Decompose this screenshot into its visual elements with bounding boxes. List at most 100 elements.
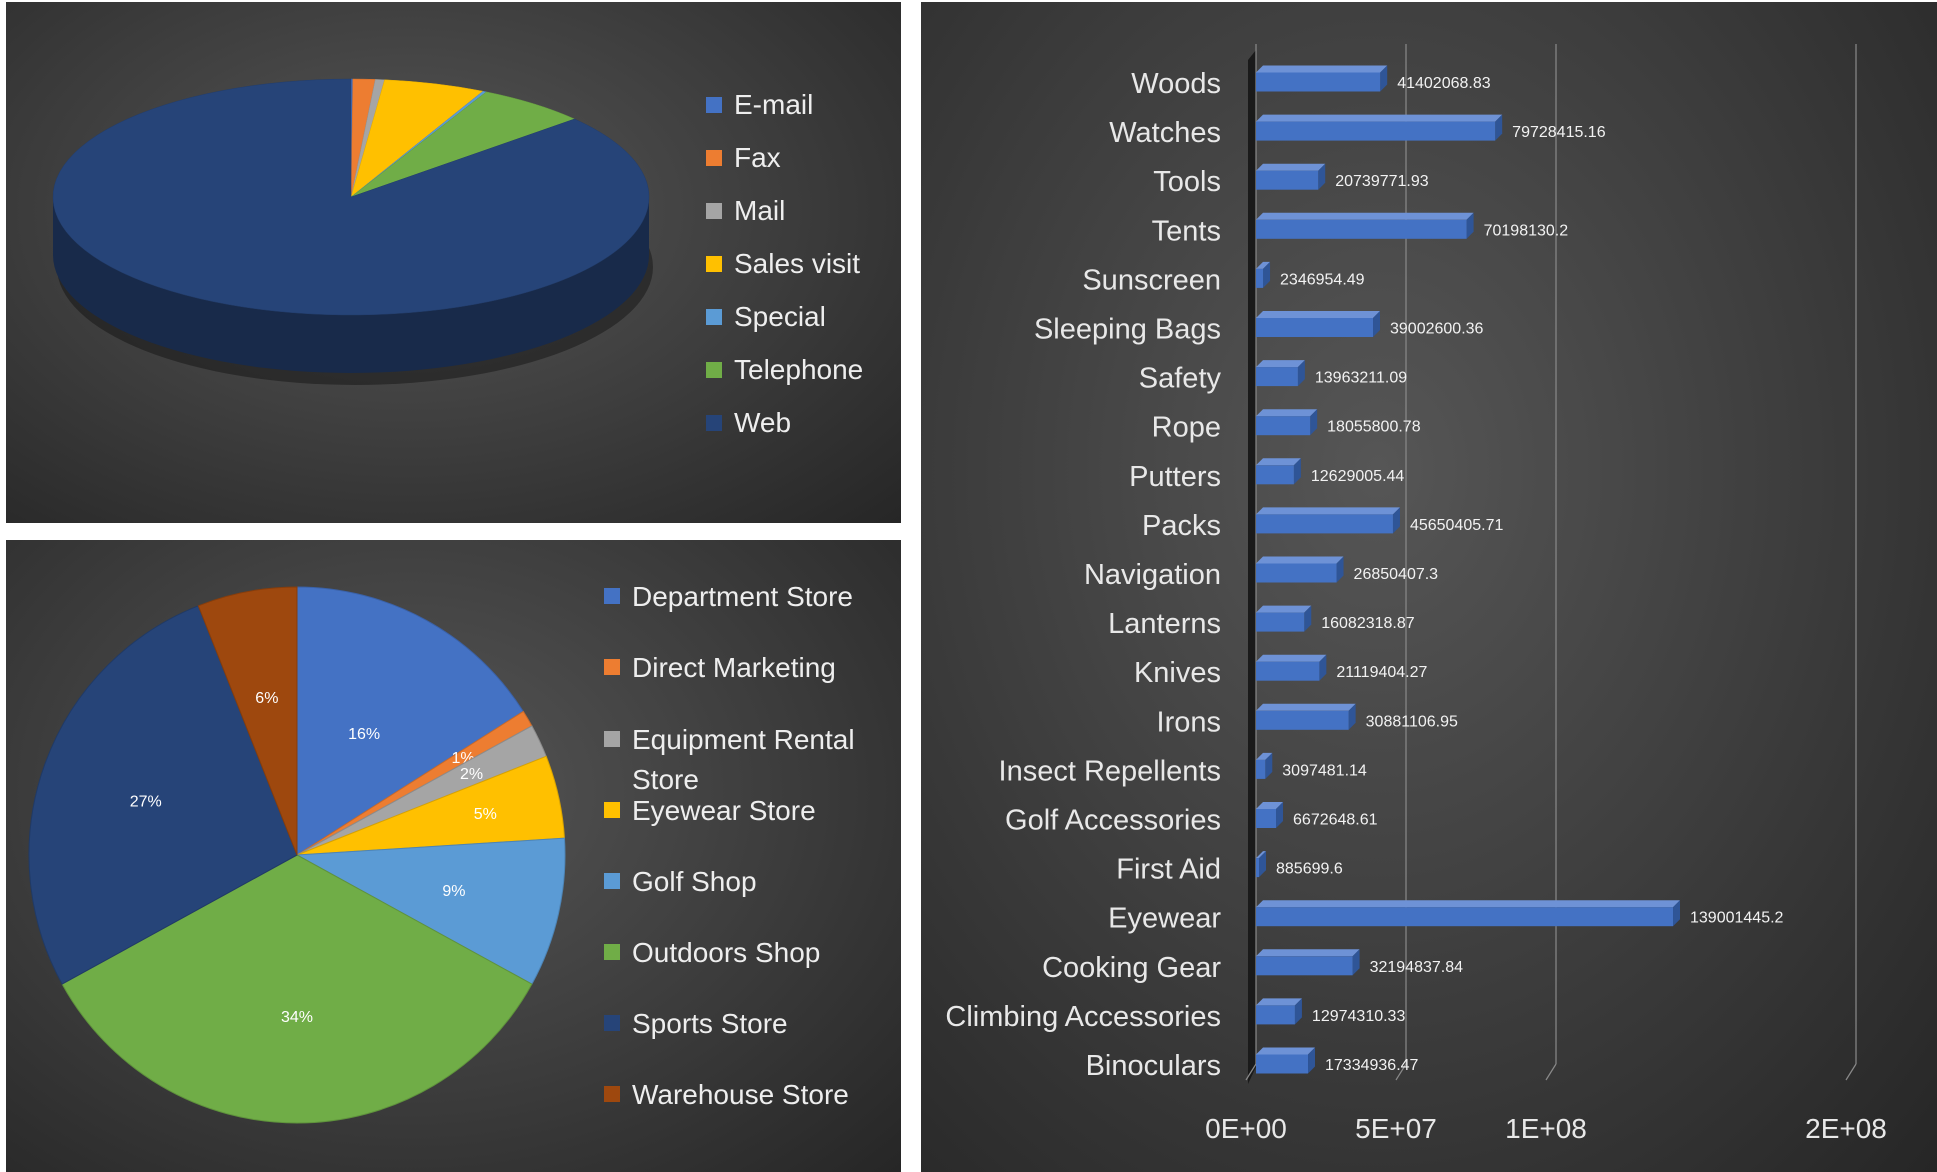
category-label-insect-repellents: Insect Repellents xyxy=(999,755,1221,787)
bar-binoculars xyxy=(1256,1054,1309,1074)
axis-wall xyxy=(1248,50,1256,1084)
bar-side-insect-repellents xyxy=(1265,752,1273,779)
data-label-knives: 21119404.27 xyxy=(1336,664,1427,681)
bar-sunscreen xyxy=(1256,268,1264,288)
legend-label-equipment-rental-store-line-2: Store xyxy=(632,764,699,795)
bar-side-climbing-accessories xyxy=(1294,998,1302,1025)
gridline-foot-3 xyxy=(1545,1063,1557,1081)
category-label-climbing-accessories: Climbing Accessories xyxy=(945,1001,1221,1033)
x-tick-label-4: 2E+08 xyxy=(1805,1113,1887,1144)
data-label-putters: 12629005.44 xyxy=(1311,468,1405,485)
bar-side-sleeping-bags xyxy=(1373,311,1381,337)
legend-swatch-sports-store xyxy=(604,1015,620,1031)
channel-pie-panel: E-mail Fax Mail Sales visit Special Telephone… xyxy=(6,2,901,523)
bar-safety xyxy=(1256,367,1298,387)
pie-slice-warehouse-store xyxy=(197,586,298,856)
bar-side-woods xyxy=(1380,65,1388,92)
legend-label-outdoors-shop: Outdoors Shop xyxy=(632,937,820,968)
category-label-golf-accessories: Golf Accessories xyxy=(1005,805,1221,837)
bar-top-first-aid xyxy=(1256,851,1266,859)
legend-swatch-special xyxy=(706,309,722,325)
legend-label-direct-marketing: Direct Marketing xyxy=(632,652,836,683)
category-label-watches: Watches xyxy=(1109,117,1221,149)
legend-swatch-direct-marketing xyxy=(604,659,620,675)
data-label-watches: 79728415.16 xyxy=(1512,124,1606,141)
product-bar-panel: 41402068.83 Woods 79728415.16 Watches 207397… xyxy=(921,2,1937,1172)
data-label-binoculars: 17334936.47 xyxy=(1325,1057,1419,1074)
data-label-rope: 18055800.78 xyxy=(1327,419,1421,436)
legend-swatch-mail xyxy=(706,203,722,219)
bar-top-putters xyxy=(1256,458,1301,466)
bar-side-watches xyxy=(1495,114,1503,141)
x-tick-label-3: 1E+08 xyxy=(1505,1113,1587,1144)
bar-knives xyxy=(1256,661,1320,681)
bar-rope xyxy=(1256,416,1311,436)
gridline-foot-2 xyxy=(1395,1063,1407,1081)
legend-swatch-e-mail xyxy=(706,97,722,113)
bar-top-eyewear xyxy=(1256,900,1681,908)
bar-top-tools xyxy=(1256,163,1326,171)
legend-label-web: Web xyxy=(734,407,791,438)
data-label-woods: 41402068.83 xyxy=(1397,75,1491,92)
retailer-pie-panel: 16% 1% 2% 5% 9% 34% 27% 6% Department Store Direc… xyxy=(6,540,901,1172)
category-label-knives: Knives xyxy=(1134,657,1221,689)
category-label-irons: Irons xyxy=(1157,706,1221,738)
data-label-navigation: 26850407.3 xyxy=(1354,566,1439,583)
data-label-sports-store: 27% xyxy=(130,794,162,811)
bar-side-safety xyxy=(1297,360,1305,387)
category-label-eyewear: Eyewear xyxy=(1108,903,1221,935)
legend-label-fax: Fax xyxy=(734,142,781,173)
category-label-putters: Putters xyxy=(1129,461,1221,493)
bar-side-tents xyxy=(1466,212,1474,239)
pie-slice-web xyxy=(52,78,650,316)
data-label-sunscreen: 2346954.49 xyxy=(1280,271,1365,288)
bar-irons xyxy=(1256,710,1349,730)
category-label-navigation: Navigation xyxy=(1084,559,1221,591)
bar-top-safety xyxy=(1256,360,1305,368)
legend-label-department-store: Department Store xyxy=(632,581,853,612)
category-label-packs: Packs xyxy=(1142,510,1221,542)
legend-label-eyewear-store: Eyewear Store xyxy=(632,795,816,826)
legend-swatch-outdoors-shop xyxy=(604,944,620,960)
bar-side-eyewear xyxy=(1673,900,1681,927)
pie-slice-outdoors-shop xyxy=(61,854,533,1124)
legend-label-special: Special xyxy=(734,301,826,332)
category-label-tools: Tools xyxy=(1153,166,1221,198)
legend-swatch-sales-visit xyxy=(706,256,722,272)
bar-tents xyxy=(1256,219,1467,239)
channel-pie-chart: E-mail Fax Mail Sales visit Special Telephone… xyxy=(52,78,863,438)
legend-swatch-warehouse-store xyxy=(604,1086,620,1102)
data-label-eyewear: 139001445.2 xyxy=(1690,910,1784,927)
category-label-woods: Woods xyxy=(1131,68,1221,100)
bar-top-golf-accessories xyxy=(1256,802,1284,809)
bar-top-cooking-gear xyxy=(1256,949,1360,957)
data-label-climbing-accessories: 12974310.33 xyxy=(1312,1008,1406,1025)
bar-side-binoculars xyxy=(1308,1047,1316,1074)
data-label-insect-repellents: 3097481.14 xyxy=(1282,762,1367,779)
bar-side-irons xyxy=(1348,703,1356,730)
bar-side-navigation xyxy=(1336,556,1344,583)
pie-slice-sports-store xyxy=(28,605,298,985)
bar-side-putters xyxy=(1293,458,1301,485)
data-label-outdoors-shop: 34% xyxy=(281,1009,313,1026)
bar-tools xyxy=(1256,170,1319,190)
data-label-lanterns: 16082318.87 xyxy=(1321,615,1415,632)
bar-navigation xyxy=(1256,563,1337,583)
pie-slice-department-store xyxy=(296,586,524,856)
bar-side-lanterns xyxy=(1304,605,1312,632)
legend-label-e-mail: E-mail xyxy=(734,89,813,120)
bar-packs xyxy=(1256,514,1393,534)
bar-top-woods xyxy=(1256,65,1388,73)
data-label-eyewear-store: 5% xyxy=(474,806,497,823)
bar-side-sunscreen xyxy=(1263,261,1271,288)
x-tick-label-2: 5E+07 xyxy=(1355,1113,1437,1144)
bar-side-cooking-gear xyxy=(1352,949,1360,976)
bar-top-packs xyxy=(1256,507,1400,515)
legend-label-telephone: Telephone xyxy=(734,354,863,385)
data-label-warehouse-store: 6% xyxy=(255,690,278,707)
bar-side-knives xyxy=(1319,654,1327,681)
bar-sleeping-bags xyxy=(1256,318,1374,337)
bar-top-lanterns xyxy=(1256,605,1312,613)
category-label-sunscreen: Sunscreen xyxy=(1082,264,1221,296)
legend-swatch-department-store xyxy=(604,588,620,604)
